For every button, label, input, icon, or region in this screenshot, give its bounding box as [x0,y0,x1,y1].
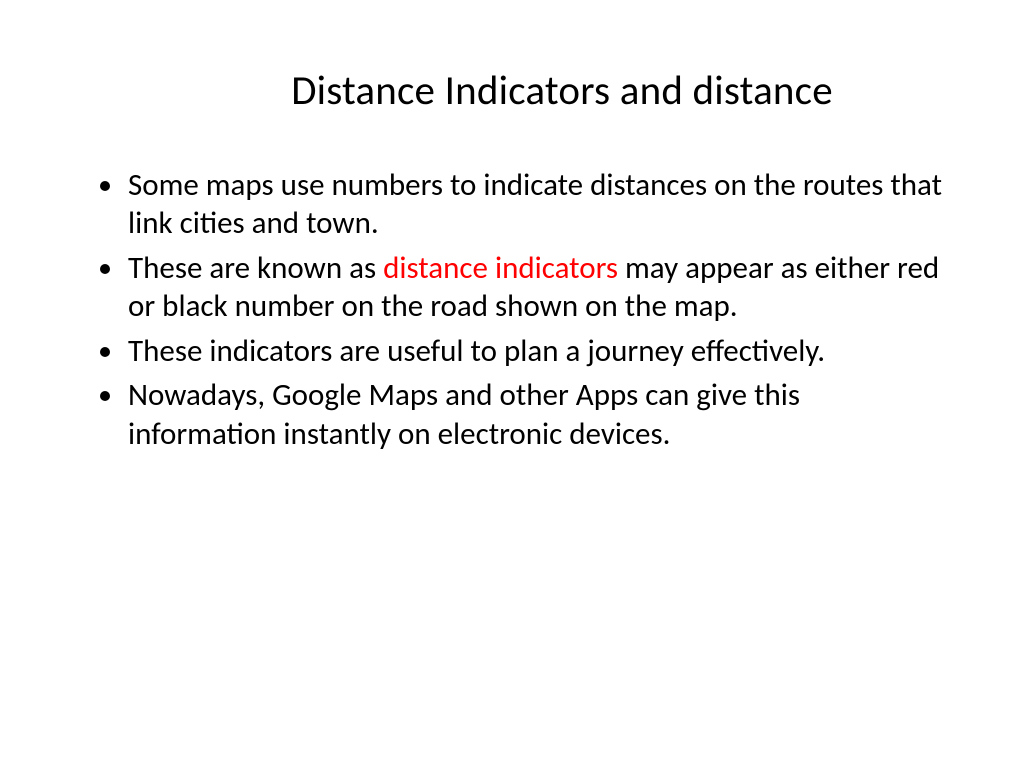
slide: Distance Indicators and distance Some ma… [0,0,1024,768]
bullet-list: Some maps use numbers to indicate distan… [90,166,954,453]
bullet-text-highlight: distance indicators [383,249,618,287]
bullet-text-pre: These are known as [128,249,383,287]
slide-title: Distance Indicators and distance [90,0,954,166]
bullet-text-pre: These indicators are useful to plan a jo… [128,332,825,370]
list-item: These are known as distance indicators m… [126,249,954,326]
list-item: These indicators are useful to plan a jo… [126,332,954,370]
list-item: Nowadays, Google Maps and other Apps can… [126,376,954,453]
list-item: Some maps use numbers to indicate distan… [126,166,954,243]
bullet-text-pre: Some maps use numbers to indicate distan… [128,166,942,242]
bullet-text-pre: Nowadays, Google Maps and other Apps can… [128,376,800,452]
